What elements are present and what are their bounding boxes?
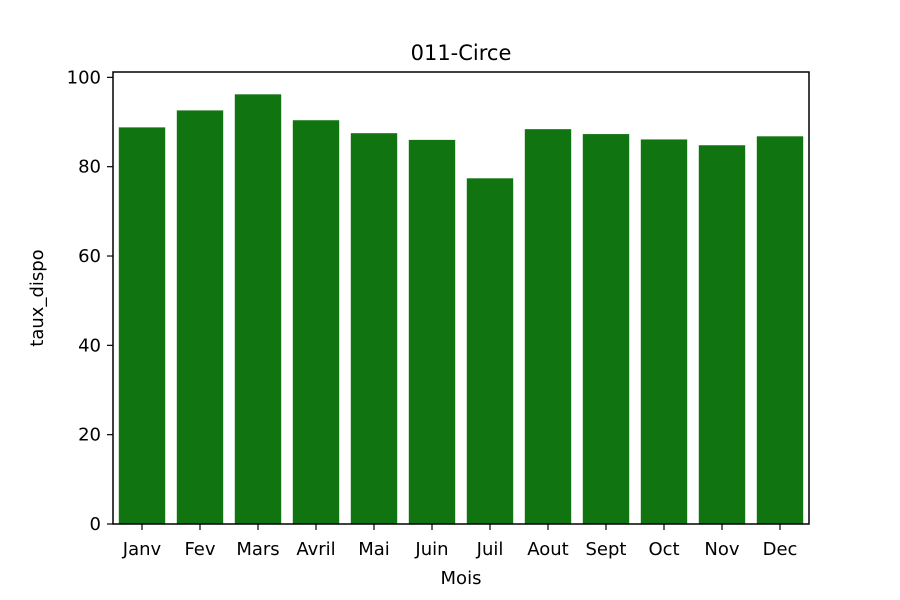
bar-avril [292, 120, 340, 524]
x-tick-label: Janv [122, 539, 162, 560]
bar-mars [234, 94, 282, 524]
y-axis-label: taux_dispo [27, 249, 48, 346]
chart-title: 011-Circe [411, 41, 512, 65]
x-tick-label: Nov [704, 539, 739, 560]
x-tick-label: Fev [184, 539, 215, 560]
bar-juil [466, 178, 514, 524]
x-axis-label: Mois [441, 568, 482, 589]
y-tick-label: 0 [90, 514, 101, 535]
bar-janv [118, 127, 166, 525]
x-tick-label: Mars [236, 539, 279, 560]
y-tick-label: 100 [67, 67, 101, 88]
bar-fev [176, 110, 224, 524]
x-tick-label: Aout [527, 539, 568, 560]
x-tick-label: Avril [296, 539, 335, 560]
x-axis-ticks: Janv Fev Mars Avril Mai Juin Juil Aout Sept Oct No… [122, 524, 798, 560]
bar-juin [408, 139, 456, 524]
x-tick-label: Juil [476, 539, 504, 560]
x-tick-label: Mai [358, 539, 390, 560]
x-tick-label: Oct [648, 539, 679, 560]
y-tick-label: 20 [78, 425, 101, 446]
x-tick-label: Juin [414, 539, 448, 560]
bar-mai [350, 133, 398, 524]
bar-aout [524, 129, 572, 524]
x-tick-label: Sept [586, 539, 627, 560]
bar-oct [640, 139, 688, 524]
y-tick-label: 40 [78, 335, 101, 356]
x-tick-label: Dec [763, 539, 798, 560]
bar-dec [756, 136, 804, 524]
bar-nov [698, 145, 746, 524]
y-axis-ticks: 0 20 40 60 80 100 [67, 67, 113, 535]
bar-sept [582, 134, 630, 524]
plot-frame [112, 71, 810, 525]
y-tick-label: 60 [78, 246, 101, 267]
y-tick-label: 80 [78, 157, 101, 178]
bars-group [118, 94, 804, 525]
